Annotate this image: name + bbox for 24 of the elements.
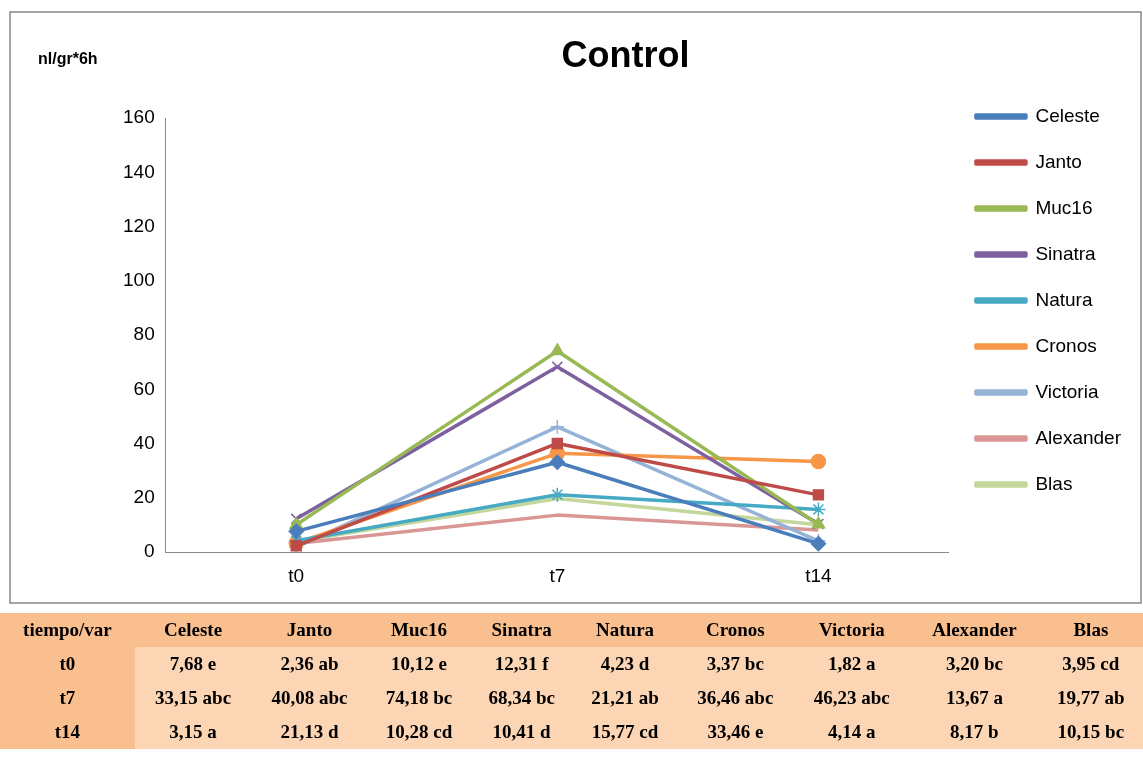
y-axis-title: nl/gr*6h <box>38 50 98 67</box>
y-tick-label: 0 <box>144 540 155 562</box>
legend-label: Janto <box>1035 150 1082 172</box>
y-tick-label: 160 <box>123 106 155 128</box>
y-tick-label: 60 <box>133 377 155 399</box>
y-tick-label: 80 <box>133 323 155 345</box>
legend-label: Victoria <box>1035 380 1099 402</box>
y-tick-label: 140 <box>123 160 155 182</box>
legend-label: Sinatra <box>1035 242 1097 264</box>
x-tick-label: t7 <box>549 564 566 586</box>
x-tick-label: t0 <box>288 564 305 586</box>
x-tick-label: t14 <box>805 564 833 586</box>
legend-label: Natura <box>1035 288 1093 310</box>
y-tick-label: 100 <box>123 269 155 291</box>
legend-label: Blas <box>1035 472 1073 494</box>
legend-label: Celeste <box>1035 104 1100 126</box>
table-background: tiempo/var Celeste Janto Muc16 Sinatra Natura Cronos Victoria Alexander Blas t0 7,68 e 2,36 ab 10,12 e 12,31 f 4,23 d 3,37 bc 1,82 a 3,20 bc 3,95 cd t7 33,15 abc 40,08 abc 74,18 bc 68,34 bc 21,21 ab 36,46 abc 46,23 abc 13,67 a 19,77 ab t14 3,15 a 21,13 d 10,28 cd 10,41 d 15,77 cd 33,46 e 4,14 a 8,17 b 10,15 bc <box>0 613 1143 749</box>
legend-label: Muc16 <box>1035 196 1093 218</box>
y-tick-label: 20 <box>133 486 155 508</box>
y-tick-label: 120 <box>123 214 155 236</box>
legend-label: Alexander <box>1035 426 1122 448</box>
legend-label: Cronos <box>1035 334 1097 356</box>
y-tick-label: 40 <box>133 431 155 453</box>
chart-title: Control <box>561 33 690 75</box>
